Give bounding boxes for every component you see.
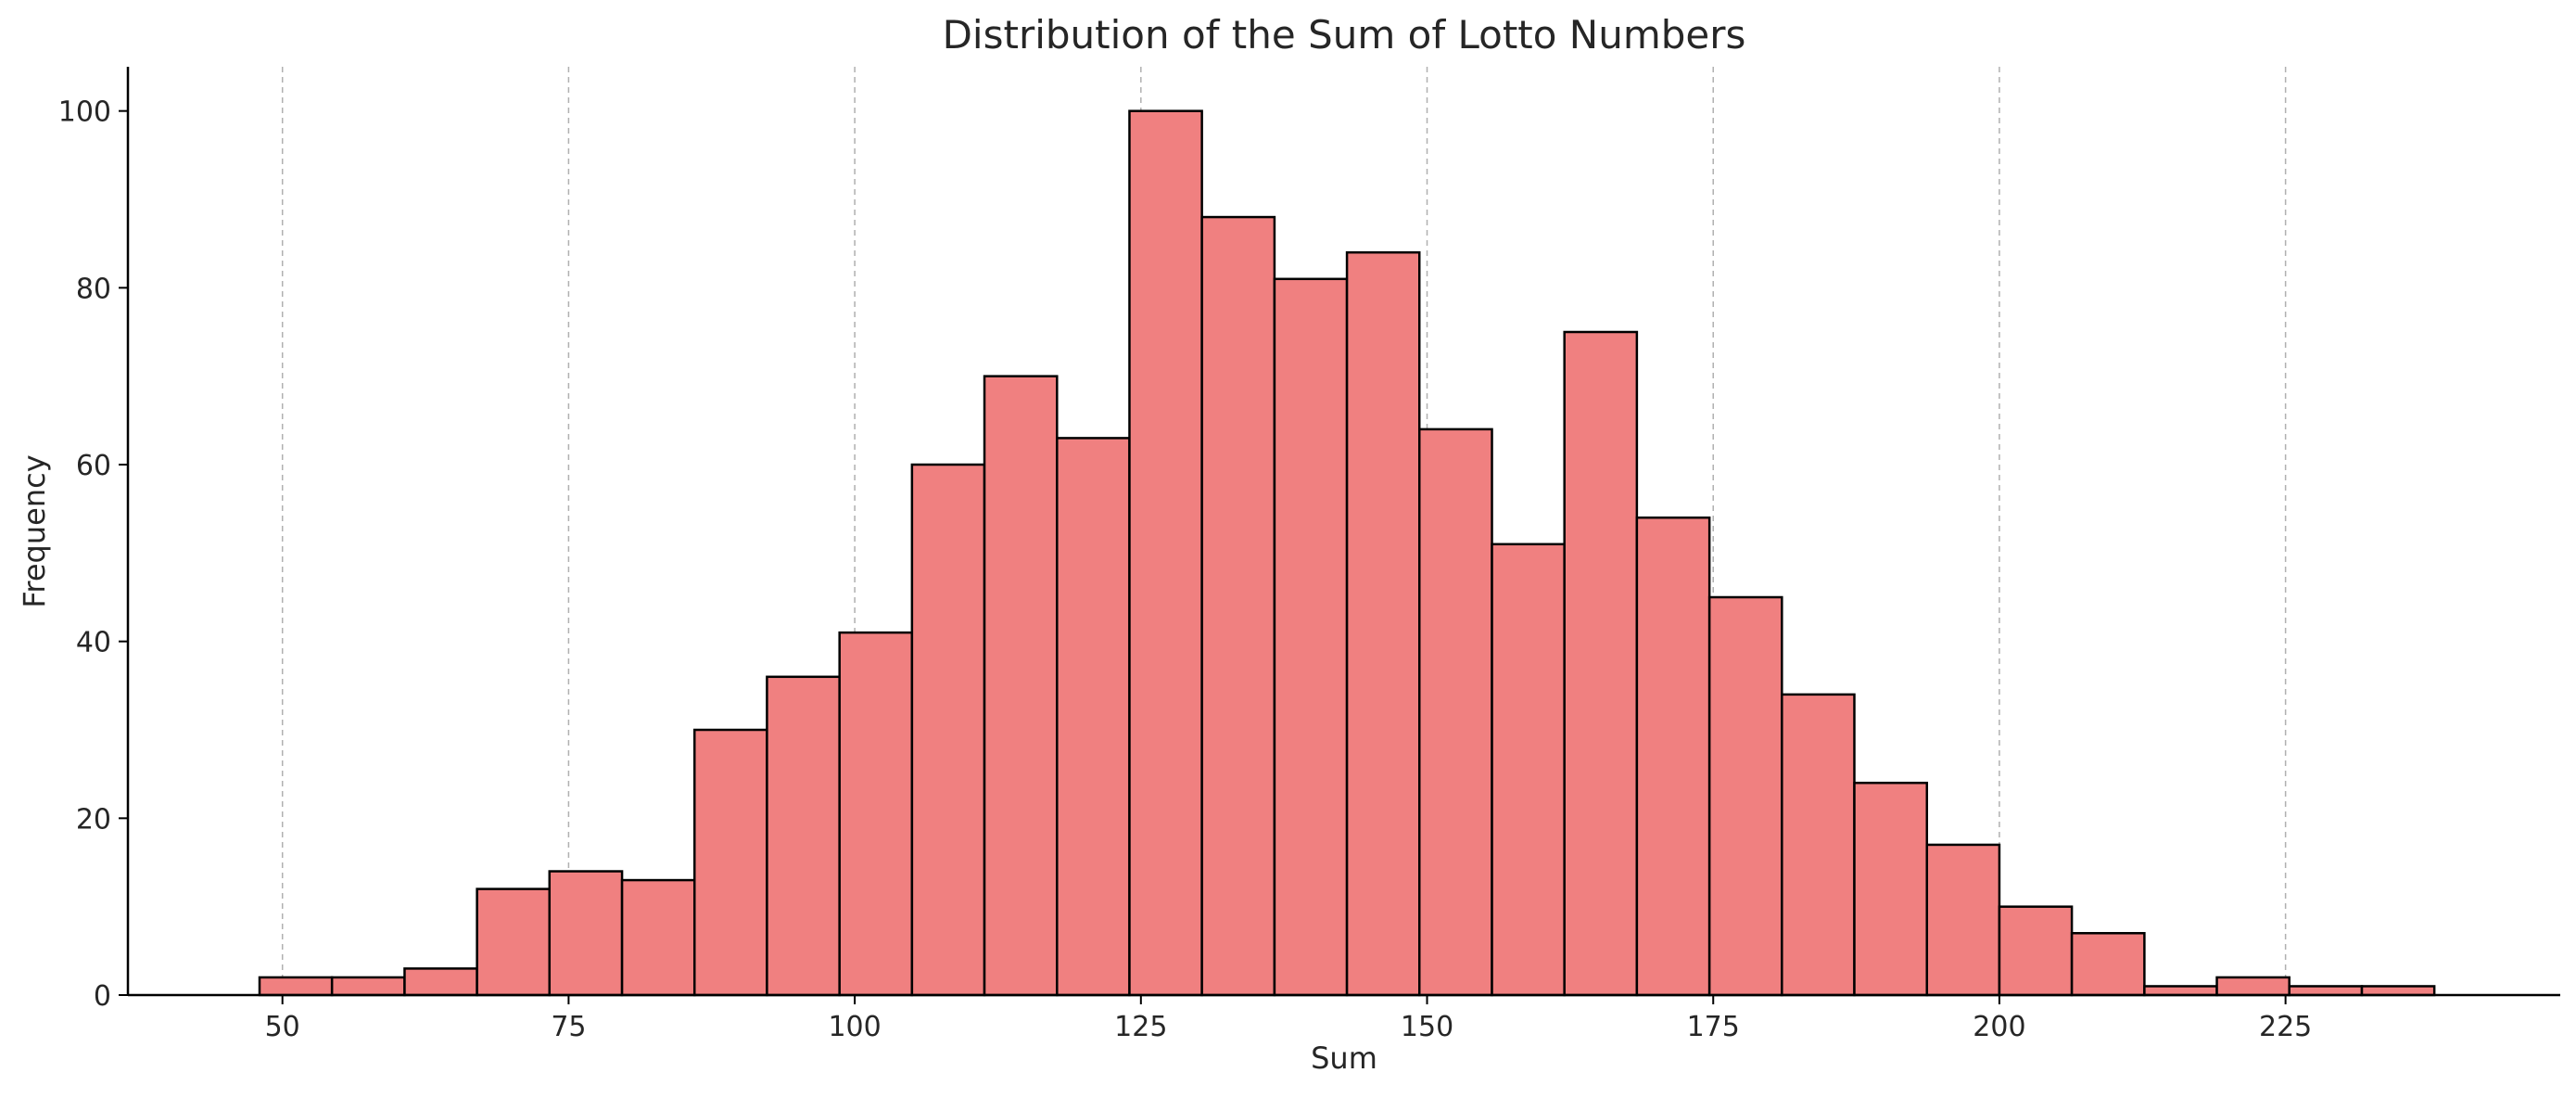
histogram-bar xyxy=(1707,595,1783,997)
histogram-bar xyxy=(2360,985,2436,997)
x-tick-label: 50 xyxy=(265,1011,300,1043)
histogram-bar xyxy=(2143,985,2218,997)
histogram-bar xyxy=(1563,330,1639,997)
histogram-bar xyxy=(548,870,624,997)
y-ticks-layer: 0 20 40 60 80 100 xyxy=(58,96,128,1013)
x-tick-label: 175 xyxy=(1687,1011,1740,1043)
y-tick-label: 100 xyxy=(58,96,111,129)
x-tick-label: 75 xyxy=(551,1011,586,1043)
histogram-bar xyxy=(2215,976,2290,997)
histogram-bar xyxy=(1491,543,1566,997)
histogram-bar xyxy=(1925,843,2001,997)
histogram-bar xyxy=(1853,781,1929,997)
axes-layer xyxy=(126,67,2560,997)
histogram-bar xyxy=(1345,250,1421,997)
histogram-bar xyxy=(983,375,1059,997)
histogram-bar xyxy=(1273,277,1349,997)
histogram-bar xyxy=(1056,437,1131,997)
chart-title: Distribution of the Sum of Lotto Numbers xyxy=(943,12,1746,57)
histogram-bar xyxy=(476,887,552,997)
histogram-bar xyxy=(620,878,696,997)
histogram-bar xyxy=(2070,932,2146,997)
x-tick-label: 100 xyxy=(828,1011,881,1043)
histogram-bar xyxy=(1998,905,2074,997)
x-ticks-layer: 50 75 100 125 150 175 200 225 xyxy=(265,995,2312,1043)
x-axis-label: Sum xyxy=(1311,1041,1377,1076)
histogram-bar xyxy=(1200,215,1276,997)
histogram-bar xyxy=(258,976,334,997)
histogram-bar xyxy=(1781,693,1856,997)
histogram-bar xyxy=(2288,985,2364,997)
histogram-bar xyxy=(330,976,406,997)
histogram-bar xyxy=(838,631,914,997)
y-tick-label: 60 xyxy=(76,450,111,482)
y-tick-label: 0 xyxy=(94,980,111,1013)
y-tick-label: 20 xyxy=(76,803,111,836)
y-axis-label: Frequency xyxy=(17,454,52,607)
x-tick-label: 125 xyxy=(1114,1011,1167,1043)
y-tick-label: 40 xyxy=(76,627,111,659)
x-tick-label: 200 xyxy=(1973,1011,2025,1043)
histogram-bar xyxy=(1635,516,1711,997)
histogram-bar xyxy=(910,463,986,997)
histogram-bar xyxy=(1418,428,1493,997)
histogram-bar xyxy=(766,675,841,997)
histogram-bar xyxy=(692,728,768,997)
x-tick-label: 225 xyxy=(2259,1011,2312,1043)
x-tick-label: 150 xyxy=(1401,1011,1453,1043)
histogram-bar xyxy=(403,967,478,997)
histogram-bar xyxy=(1128,109,1203,997)
y-tick-label: 80 xyxy=(76,273,111,305)
bars-layer xyxy=(258,109,2436,997)
